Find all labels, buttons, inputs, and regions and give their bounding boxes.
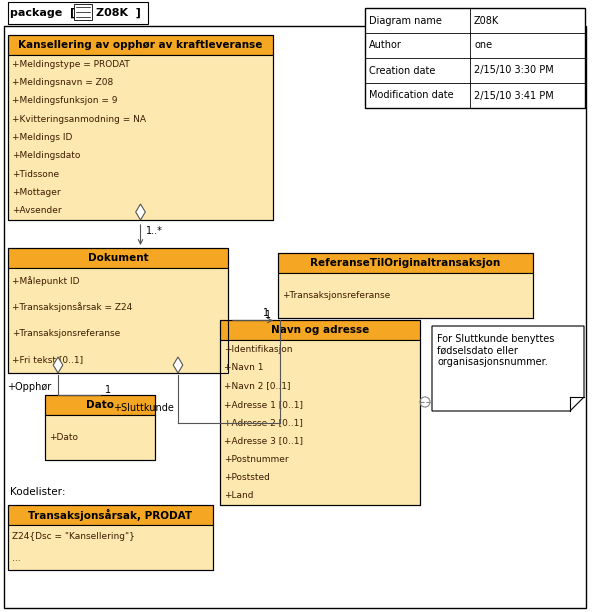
Bar [220,320,420,340]
Bar [8,505,213,570]
Bar [220,320,420,505]
Bar [74,4,92,20]
Bar [8,525,213,570]
Text: +Meldingsfunksjon = 9: +Meldingsfunksjon = 9 [12,96,117,105]
Bar [45,415,155,460]
Text: +Sluttkunde: +Sluttkunde [113,403,174,413]
Text: Dato: Dato [86,400,114,410]
Bar [8,35,273,55]
Text: Transaksjonsårsak, PRODAT: Transaksjonsårsak, PRODAT [28,509,193,521]
Bar [45,395,155,460]
Polygon shape [135,204,145,220]
Text: +Målepunkt ID: +Målepunkt ID [12,276,79,286]
Text: Z08K  ]: Z08K ] [96,8,141,18]
Polygon shape [53,357,63,373]
Text: +Transaksjonsårsak = Z24: +Transaksjonsårsak = Z24 [12,302,132,312]
Text: ...: ... [12,554,20,563]
Bar [45,395,155,415]
Text: Z08K: Z08K [474,15,499,26]
Text: +Meldingsdato: +Meldingsdato [12,151,81,160]
Text: +Navn 1: +Navn 1 [224,363,264,372]
Text: +Tidssone: +Tidssone [12,170,59,179]
Text: package  [: package [ [10,8,75,18]
Text: +Opphør: +Opphør [7,382,51,392]
Text: +Adresse 1 [0..1]: +Adresse 1 [0..1] [224,400,303,409]
Bar [278,273,533,318]
Text: Dokument: Dokument [88,253,148,263]
Text: +Poststed: +Poststed [224,473,270,482]
Text: +Transaksjonsreferanse: +Transaksjonsreferanse [12,329,120,338]
Text: 2/15/10 3:41 PM: 2/15/10 3:41 PM [474,91,554,100]
Text: +Identifikasjon: +Identifikasjon [224,345,293,354]
Text: ReferanseTilOriginaltransaksjon: ReferanseTilOriginaltransaksjon [311,258,501,268]
Text: +Navn 2 [0..1]: +Navn 2 [0..1] [224,381,291,390]
Bar [8,2,148,24]
Text: Author: Author [369,40,402,51]
Text: Diagram name: Diagram name [369,15,442,26]
Bar [8,248,228,268]
Text: Z24{Dsc = "Kansellering"}: Z24{Dsc = "Kansellering"} [12,532,135,541]
Text: +Postnummer: +Postnummer [224,455,288,464]
Bar [278,253,533,273]
Text: +Mottager: +Mottager [12,188,61,197]
Text: 1: 1 [105,385,111,395]
Text: one: one [474,40,492,51]
Polygon shape [432,326,584,411]
Bar [8,248,228,373]
Text: For Sluttkunde benyttes
fødselsdato eller
organisasjonsnummer.: For Sluttkunde benyttes fødselsdato elle… [437,334,554,367]
Text: +Dato: +Dato [49,433,78,442]
Text: 1: 1 [265,310,271,320]
Text: +Adresse 2 [0..1]: +Adresse 2 [0..1] [224,418,303,427]
Bar [8,505,213,525]
Text: Navn og adresse: Navn og adresse [271,325,369,335]
Text: Kodelister:: Kodelister: [10,487,66,497]
Text: Kansellering av opphør av kraftleveranse: Kansellering av opphør av kraftleveranse [18,40,262,50]
Text: +Avsender: +Avsender [12,206,61,215]
Text: +Kvitteringsanmodning = NA: +Kvitteringsanmodning = NA [12,114,146,124]
Text: +Transaksjonsreferanse: +Transaksjonsreferanse [282,291,390,300]
Text: +Land: +Land [224,491,253,501]
Text: +Meldingsnavn = Z08: +Meldingsnavn = Z08 [12,78,113,87]
Bar [8,35,273,220]
Bar [365,8,585,108]
Text: +Meldings ID: +Meldings ID [12,133,72,142]
Text: +Meldingstype = PRODAT: +Meldingstype = PRODAT [12,59,130,69]
Bar [220,340,420,505]
Bar [8,268,228,373]
Text: Creation date: Creation date [369,65,435,75]
Text: Modification date: Modification date [369,91,454,100]
Bar [278,253,533,318]
Polygon shape [173,357,183,373]
Text: 1..*: 1..* [146,226,163,236]
Text: +Fri tekst [0..1]: +Fri tekst [0..1] [12,356,83,364]
Text: +Adresse 3 [0..1]: +Adresse 3 [0..1] [224,436,303,446]
Bar [8,55,273,220]
Text: 1: 1 [263,307,269,318]
Text: 2/15/10 3:30 PM: 2/15/10 3:30 PM [474,65,554,75]
